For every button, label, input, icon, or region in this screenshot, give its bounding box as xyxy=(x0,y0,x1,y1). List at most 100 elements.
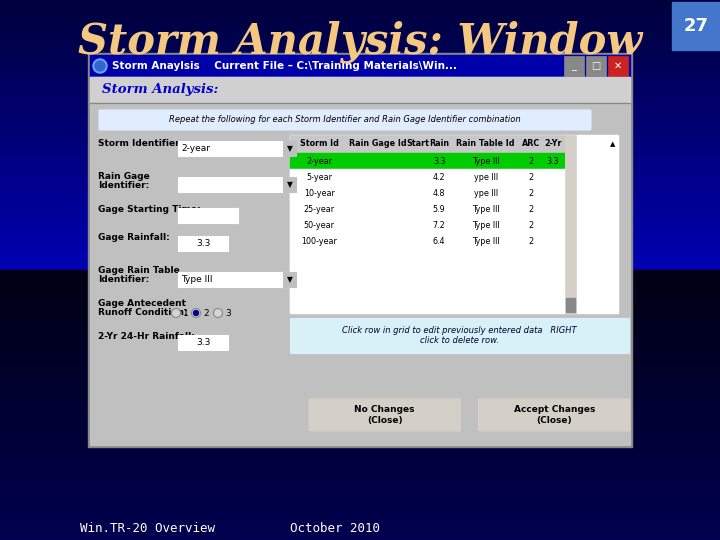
Bar xyxy=(0,6,720,8)
Bar xyxy=(0,100,720,102)
Bar xyxy=(0,306,720,307)
Bar xyxy=(0,52,720,54)
Bar xyxy=(0,315,720,317)
Bar xyxy=(0,327,720,328)
Bar xyxy=(0,418,720,420)
Bar xyxy=(521,233,541,249)
Text: 3: 3 xyxy=(225,308,230,318)
Bar xyxy=(0,252,720,253)
Bar xyxy=(0,159,720,161)
Bar xyxy=(0,457,720,459)
Bar xyxy=(0,35,720,36)
Bar xyxy=(0,79,720,81)
Bar xyxy=(0,91,720,93)
Text: 2-year: 2-year xyxy=(181,144,210,153)
Bar xyxy=(0,254,720,256)
Bar xyxy=(0,530,720,531)
Bar xyxy=(0,456,720,458)
Bar xyxy=(0,464,720,466)
Bar xyxy=(0,406,720,407)
Bar xyxy=(0,380,720,381)
Bar xyxy=(0,516,720,517)
Bar xyxy=(0,179,720,181)
Bar xyxy=(0,433,720,434)
Bar xyxy=(0,414,720,415)
Text: Identifier:: Identifier: xyxy=(98,181,149,190)
Bar xyxy=(521,185,541,201)
Bar xyxy=(0,171,720,172)
Bar xyxy=(0,262,720,264)
Text: 2-Yr 24-Hr Rainfall:: 2-Yr 24-Hr Rainfall: xyxy=(98,332,195,341)
Bar xyxy=(0,24,720,26)
Bar xyxy=(0,264,720,265)
Bar xyxy=(0,442,720,443)
Text: ▼: ▼ xyxy=(287,144,292,153)
Bar xyxy=(0,220,720,222)
Bar xyxy=(0,314,720,316)
Bar xyxy=(0,286,720,287)
Bar xyxy=(0,348,720,350)
Bar xyxy=(0,36,720,37)
Bar xyxy=(290,281,348,297)
Bar xyxy=(0,370,720,372)
Bar xyxy=(541,281,565,297)
Bar xyxy=(0,178,720,179)
Bar xyxy=(541,153,565,169)
Bar xyxy=(0,199,720,200)
Bar xyxy=(0,134,720,136)
Text: ▲: ▲ xyxy=(610,141,615,147)
Bar xyxy=(0,116,720,117)
Bar xyxy=(348,153,407,169)
Bar xyxy=(407,169,428,185)
Bar xyxy=(0,19,720,21)
Bar xyxy=(0,424,720,426)
Bar xyxy=(0,92,720,94)
Bar xyxy=(0,190,720,191)
Bar xyxy=(0,84,720,85)
Text: Gage Antecedent: Gage Antecedent xyxy=(98,299,186,308)
Bar xyxy=(0,237,720,238)
Bar xyxy=(0,197,720,198)
Bar xyxy=(0,269,720,271)
Bar xyxy=(451,249,521,265)
Text: Type III: Type III xyxy=(472,237,500,246)
Bar xyxy=(0,314,720,315)
Bar xyxy=(290,265,348,281)
Bar xyxy=(0,32,720,34)
Bar xyxy=(407,185,428,201)
Bar xyxy=(0,341,720,342)
Bar xyxy=(0,213,720,215)
Bar xyxy=(0,461,720,462)
Bar xyxy=(0,217,720,218)
Bar xyxy=(0,198,720,199)
Bar xyxy=(0,321,720,322)
Bar xyxy=(0,122,720,123)
Bar xyxy=(0,476,720,478)
Bar xyxy=(0,146,720,148)
Bar xyxy=(0,524,720,526)
Bar xyxy=(0,233,720,234)
Text: No Changes
(Close): No Changes (Close) xyxy=(354,406,415,424)
Bar xyxy=(407,217,428,233)
Bar xyxy=(0,96,720,97)
Bar xyxy=(0,205,720,206)
Bar xyxy=(0,208,720,210)
Bar xyxy=(0,278,720,279)
Bar xyxy=(0,300,720,301)
Bar xyxy=(0,332,720,333)
Text: □: □ xyxy=(591,61,600,71)
Bar xyxy=(0,348,720,349)
Bar xyxy=(0,136,720,137)
Bar xyxy=(348,169,407,185)
Circle shape xyxy=(194,310,199,315)
Bar xyxy=(283,141,296,156)
Bar xyxy=(0,266,720,267)
Bar xyxy=(0,318,720,319)
Bar xyxy=(0,86,720,88)
Bar xyxy=(0,26,720,28)
Bar xyxy=(0,381,720,382)
Bar xyxy=(0,361,720,363)
Bar xyxy=(428,135,451,153)
Bar xyxy=(0,323,720,325)
Bar xyxy=(0,138,720,139)
